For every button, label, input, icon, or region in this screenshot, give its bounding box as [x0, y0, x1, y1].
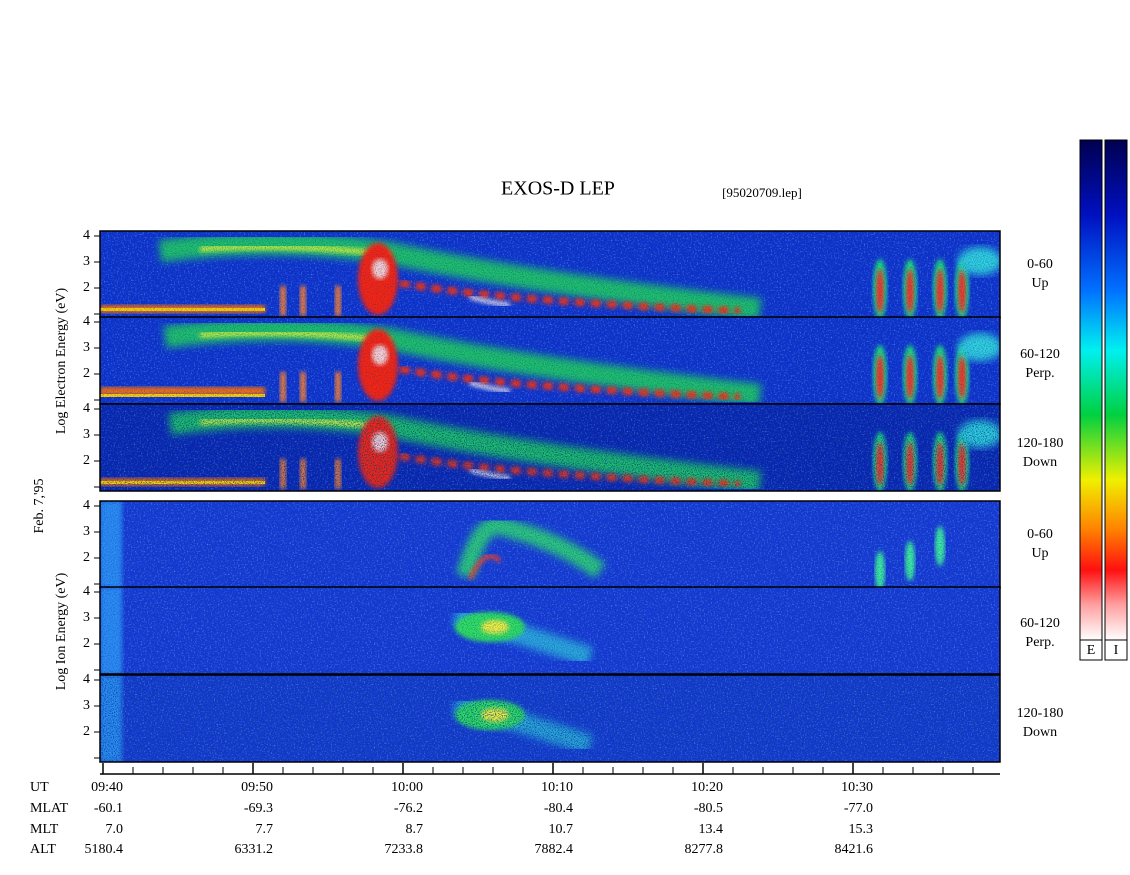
axis-value: 5180.4: [85, 842, 124, 857]
axis-value: -80.4: [544, 801, 573, 816]
panel-frame: [99, 674, 1001, 763]
axis-value: 8421.6: [835, 842, 874, 857]
row-label: ALT: [30, 842, 56, 857]
panel: 2 3 4 0-60 Up: [83, 228, 1053, 319]
y-tick-label: 2: [83, 636, 90, 651]
panel: 2 3 4 0-60 Up: [83, 498, 1053, 589]
panel: 2 3 4 120-180 Down: [83, 401, 1063, 492]
panel-direction: Up: [1031, 546, 1048, 561]
axis-value: 10:00: [391, 780, 423, 795]
y-tick-label: 2: [83, 280, 90, 295]
spectrogram: [100, 675, 1000, 762]
y-tick-label: 2: [83, 724, 90, 739]
spectrogram: [100, 317, 1000, 404]
row-label: UT: [30, 780, 49, 795]
panel-range: 120-180: [1017, 706, 1064, 721]
spectrogram: [100, 587, 1000, 674]
y-tick-label: 3: [83, 427, 90, 442]
y-tick-label: 4: [83, 228, 90, 243]
row-label: MLT: [30, 822, 59, 837]
axis-value: 7.0: [106, 822, 124, 837]
y-tick-label: 3: [83, 254, 90, 269]
panel-range: 60-120: [1020, 347, 1060, 362]
axis-value: 10:30: [841, 780, 873, 795]
y-tick-label: 4: [83, 314, 90, 329]
axis-value: -80.5: [694, 801, 723, 816]
panels: 2 3 4 0-60 Up 2 3 4 60-120 Perp. 2 3 4 120-180 Down Log…: [54, 228, 1064, 763]
axis-value: 7882.4: [535, 842, 574, 857]
noise: [100, 231, 1000, 318]
spectrogram: [100, 501, 1000, 588]
y-tick-label: 4: [83, 401, 90, 416]
noise: [100, 675, 1000, 762]
panel-range: 0-60: [1027, 527, 1053, 542]
colorbar-label-box: [1104, 639, 1128, 661]
y-tick-label: 2: [83, 550, 90, 565]
panel: 2 3 4 60-120 Perp.: [83, 314, 1060, 405]
panel-frame: [99, 403, 1001, 492]
noise: [100, 404, 1000, 491]
axis-value: 6331.2: [235, 842, 274, 857]
colorbar: [1104, 139, 1128, 641]
axis-value: 10:10: [541, 780, 573, 795]
y-tick-label: 4: [83, 584, 90, 599]
axis-value: 8277.8: [685, 842, 724, 857]
y-tick-label: 3: [83, 524, 90, 539]
y-tick-label: 3: [83, 340, 90, 355]
title: EXOS-D LEP: [501, 178, 615, 200]
panel-direction: Perp.: [1025, 366, 1054, 381]
panel-direction: Down: [1023, 725, 1057, 740]
y-tick-label: 3: [83, 610, 90, 625]
axis-value: 7233.8: [385, 842, 424, 857]
axis-value: 09:50: [241, 780, 273, 795]
axis-value: 7.7: [256, 822, 274, 837]
y-axis-label: Log Ion Energy (eV): [54, 572, 69, 690]
colorbar-label-box: [1079, 639, 1103, 661]
spectrogram: [100, 231, 1000, 318]
panel-direction: Up: [1031, 276, 1048, 291]
colorbar-label: E: [1087, 643, 1096, 658]
file-name: [95020709.lep]: [722, 185, 802, 200]
colorbar-label: I: [1114, 643, 1119, 658]
noise: [100, 587, 1000, 674]
axis-value: 15.3: [849, 822, 874, 837]
spectrogram: [100, 404, 1000, 491]
axis-value: 10.7: [549, 822, 574, 837]
panel-range: 0-60: [1027, 257, 1053, 272]
axis-value: -77.0: [844, 801, 873, 816]
y-tick-label: 2: [83, 453, 90, 468]
panel-direction: Perp.: [1025, 635, 1054, 650]
y-tick-label: 2: [83, 366, 90, 381]
time-axis: UT MLAT MLT ALT 09:40 -60.1 7.0 5180.4 09:50 -69.…: [30, 763, 1000, 857]
y-tick-label: 4: [83, 498, 90, 513]
panel-frame: [99, 586, 1001, 675]
panel-range: 60-120: [1020, 616, 1060, 631]
row-label: MLAT: [30, 801, 69, 816]
date-label: Feb. 7,'95: [32, 478, 47, 533]
axis-value: 10:20: [691, 780, 723, 795]
axis-value: -76.2: [394, 801, 423, 816]
y-tick-label: 3: [83, 698, 90, 713]
axis-value: -69.3: [244, 801, 273, 816]
panel-range: 120-180: [1017, 436, 1064, 451]
panel: 2 3 4 60-120 Perp.: [83, 584, 1060, 675]
panel-direction: Down: [1023, 455, 1057, 470]
noise: [100, 501, 1000, 588]
y-axis-label: Log Electron Energy (eV): [54, 288, 69, 435]
axis-value: 13.4: [699, 822, 724, 837]
axis-value: 8.7: [406, 822, 424, 837]
colorbar: [1079, 139, 1103, 641]
panel: 2 3 4 120-180 Down: [83, 672, 1064, 763]
noise: [100, 317, 1000, 404]
axis-value: 09:40: [91, 780, 123, 795]
y-tick-label: 4: [83, 672, 90, 687]
axis-value: -60.1: [94, 801, 123, 816]
